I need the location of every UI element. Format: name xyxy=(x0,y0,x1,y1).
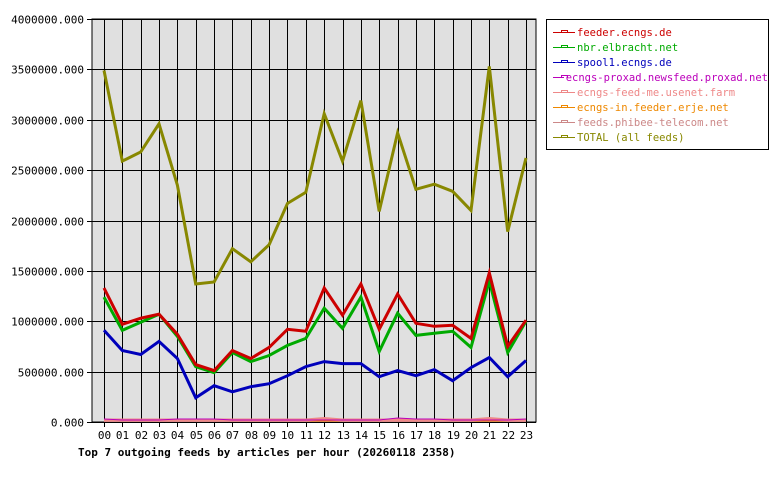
x-tick-label: 02 xyxy=(135,429,148,442)
legend-item: TOTAL (all feeds) xyxy=(547,130,768,145)
legend-line-icon xyxy=(553,118,575,128)
legend-line-icon xyxy=(553,88,575,98)
x-tick-label: 03 xyxy=(153,429,166,442)
y-tick-label: 3500000.000 xyxy=(11,64,84,77)
legend-label: feeds.phibee-telecom.net xyxy=(577,116,729,129)
legend-label: ecngs-in.feeder.erje.net xyxy=(577,101,729,114)
legend: feeder.ecngs.de nbr.elbracht.net spool1.… xyxy=(546,19,769,150)
legend-line-icon xyxy=(553,58,575,68)
x-tick-label: 23 xyxy=(520,429,533,442)
x-tick-label: 15 xyxy=(373,429,386,442)
x-tick-label: 06 xyxy=(208,429,221,442)
x-tick-label: 09 xyxy=(263,429,276,442)
x-tick-label: 10 xyxy=(281,429,294,442)
chart-title: Top 7 outgoing feeds by articles per hou… xyxy=(78,446,456,459)
x-tick-label: 12 xyxy=(318,429,331,442)
legend-item: spool1.ecngs.de xyxy=(547,55,768,70)
legend-item: feeds.phibee-telecom.net xyxy=(547,115,768,130)
y-tick-label: 0.000 xyxy=(51,417,84,430)
x-tick-label: 17 xyxy=(410,429,423,442)
x-tick-label: 16 xyxy=(392,429,405,442)
x-tick-label: 19 xyxy=(447,429,460,442)
legend-item: feeder.ecngs.de xyxy=(547,25,768,40)
x-tick-label: 20 xyxy=(465,429,478,442)
legend-line-icon xyxy=(553,43,575,53)
x-tick-label: 07 xyxy=(226,429,239,442)
x-tick-label: 00 xyxy=(98,429,111,442)
legend-label: ecngs-feed-me.usenet.farm xyxy=(577,86,736,99)
legend-label: TOTAL (all feeds) xyxy=(577,131,685,144)
y-tick-label: 3000000.000 xyxy=(11,115,84,128)
legend-label: spool1.ecngs.de xyxy=(577,56,672,69)
legend-item: ecngs-feed-me.usenet.farm xyxy=(547,85,768,100)
series-line xyxy=(102,267,528,373)
x-tick-label: 04 xyxy=(171,429,185,442)
x-axis: 00 01 02 03 04 05 06 07 08 09 10 11 12 13 14 15 16 17 18 19… xyxy=(98,429,533,442)
x-tick-label: 14 xyxy=(355,429,369,442)
x-tick-label: 18 xyxy=(428,429,441,442)
y-axis: 0.000 500000.000 1000000.000 1500000.000 200… xyxy=(11,14,92,430)
x-tick-label: 05 xyxy=(190,429,203,442)
series-line xyxy=(102,66,528,286)
x-tick-label: 21 xyxy=(483,429,496,442)
legend-line-icon xyxy=(553,28,575,38)
x-tick-label: 13 xyxy=(337,429,350,442)
legend-item: ecngs-in.feeder.erje.net xyxy=(547,100,768,115)
legend-label: nbr.elbracht.net xyxy=(577,41,679,54)
y-tick-label: 4000000.000 xyxy=(11,14,84,27)
legend-line-icon xyxy=(553,133,575,143)
series-line xyxy=(102,329,527,401)
y-tick-label: 1500000.000 xyxy=(11,266,84,279)
x-tick-label: 22 xyxy=(502,429,515,442)
series-line xyxy=(103,417,527,421)
plot-area xyxy=(91,18,537,423)
x-tick-label: 08 xyxy=(245,429,258,442)
legend-line-icon xyxy=(553,73,568,83)
y-tick-label: 500000.000 xyxy=(18,367,84,380)
grid-lines xyxy=(92,19,536,427)
x-tick-label: 11 xyxy=(300,429,313,442)
y-tick-label: 2000000.000 xyxy=(11,216,84,229)
legend-label: ecngs-proxad.newsfeed.proxad.net xyxy=(565,71,768,84)
x-tick-label: 01 xyxy=(116,429,129,442)
y-tick-label: 1000000.000 xyxy=(11,316,84,329)
legend-item: nbr.elbracht.net xyxy=(547,40,768,55)
legend-label: feeder.ecngs.de xyxy=(577,26,672,39)
y-tick-label: 2500000.000 xyxy=(11,165,84,178)
legend-line-icon xyxy=(553,103,575,113)
legend-item: ecngs-proxad.newsfeed.proxad.net xyxy=(547,70,768,85)
series-lines xyxy=(102,66,528,422)
